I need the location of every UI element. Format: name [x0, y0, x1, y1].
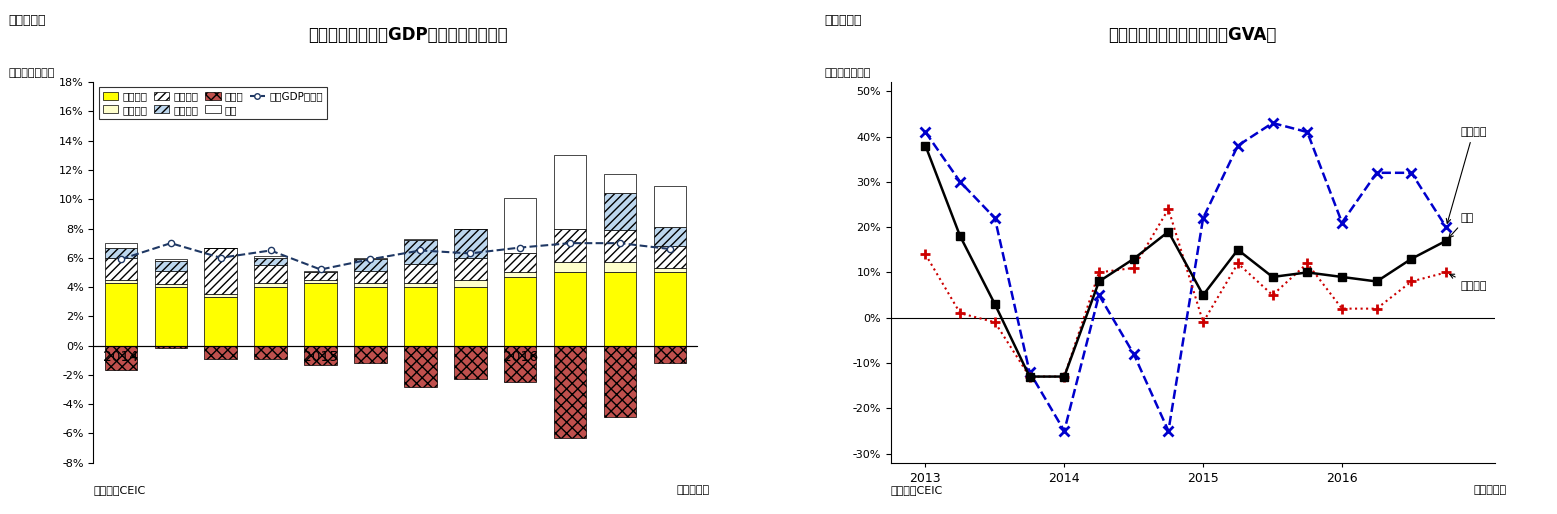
- Bar: [554, 345, 587, 438]
- Bar: [604, 345, 637, 417]
- Bar: [154, 284, 187, 287]
- Bar: [504, 277, 537, 345]
- Bar: [104, 258, 137, 280]
- Bar: [204, 297, 237, 345]
- Text: 建設部門の粗付加価値額（GVA）: 建設部門の粗付加価値額（GVA）: [1109, 26, 1277, 44]
- Bar: [355, 287, 386, 345]
- Text: （四半期）: （四半期）: [1473, 485, 1507, 495]
- Bar: [455, 345, 486, 379]
- Bar: [405, 345, 436, 387]
- Bar: [355, 259, 386, 271]
- Bar: [405, 240, 436, 264]
- Bar: [455, 280, 486, 287]
- Bar: [204, 295, 237, 297]
- Bar: [654, 268, 687, 272]
- Bar: [504, 253, 537, 272]
- Bar: [104, 280, 137, 283]
- Bar: [154, 287, 187, 345]
- Bar: [304, 345, 336, 364]
- Bar: [654, 246, 687, 268]
- Bar: [504, 198, 537, 253]
- Bar: [405, 239, 436, 240]
- Bar: [604, 193, 637, 230]
- Legend: 民間消費, 政府消費, 資本投資, 在庫投資, 純輸出, 誤差, 実質GDP成長率: 民間消費, 政府消費, 資本投資, 在庫投資, 純輸出, 誤差, 実質GDP成長…: [98, 87, 327, 119]
- Bar: [455, 287, 486, 345]
- Bar: [405, 283, 436, 287]
- Text: （図表１）: （図表１）: [9, 14, 47, 27]
- Bar: [304, 271, 336, 272]
- Bar: [304, 272, 336, 280]
- Bar: [405, 287, 436, 345]
- Bar: [254, 258, 286, 265]
- Bar: [355, 271, 386, 283]
- Bar: [355, 345, 386, 363]
- Bar: [154, 261, 187, 271]
- Bar: [554, 155, 587, 229]
- Bar: [604, 230, 637, 262]
- Bar: [254, 283, 286, 287]
- Text: （前年同期比）: （前年同期比）: [9, 68, 54, 79]
- Bar: [204, 345, 237, 359]
- Bar: [254, 345, 286, 359]
- Bar: [554, 262, 587, 272]
- Bar: [154, 271, 187, 284]
- Bar: [405, 264, 436, 283]
- Text: 民間部門: 民間部門: [1450, 274, 1487, 291]
- Bar: [104, 248, 137, 258]
- Bar: [504, 272, 537, 277]
- Bar: [504, 345, 537, 382]
- Bar: [104, 243, 137, 248]
- Text: （資料）CEIC: （資料）CEIC: [93, 485, 146, 495]
- Bar: [455, 258, 486, 280]
- Bar: [554, 272, 587, 345]
- Bar: [104, 283, 137, 345]
- Text: 公共部門: 公共部門: [1446, 127, 1487, 223]
- Bar: [254, 265, 286, 283]
- Bar: [604, 262, 637, 272]
- Bar: [154, 259, 187, 261]
- Bar: [355, 283, 386, 287]
- Text: （四半期）: （四半期）: [676, 485, 710, 495]
- Bar: [104, 345, 137, 371]
- Bar: [604, 272, 637, 345]
- Text: （図表２）: （図表２）: [824, 14, 861, 27]
- Bar: [654, 227, 687, 246]
- Bar: [654, 345, 687, 363]
- Bar: [654, 272, 687, 345]
- Bar: [604, 174, 637, 193]
- Bar: [204, 248, 237, 295]
- Bar: [654, 186, 687, 227]
- Bar: [254, 287, 286, 345]
- Bar: [254, 256, 286, 258]
- Text: （前年同期比）: （前年同期比）: [824, 68, 870, 79]
- Bar: [355, 258, 386, 259]
- Text: 全体: 全体: [1450, 213, 1473, 238]
- Bar: [304, 280, 336, 283]
- Text: （資料）CEIC: （資料）CEIC: [891, 485, 944, 495]
- Bar: [154, 345, 187, 348]
- Bar: [455, 229, 486, 258]
- Bar: [554, 229, 587, 262]
- Text: フィリピン　実質GDP成長率（需要側）: フィリピン 実質GDP成長率（需要側）: [308, 26, 508, 44]
- Bar: [304, 283, 336, 345]
